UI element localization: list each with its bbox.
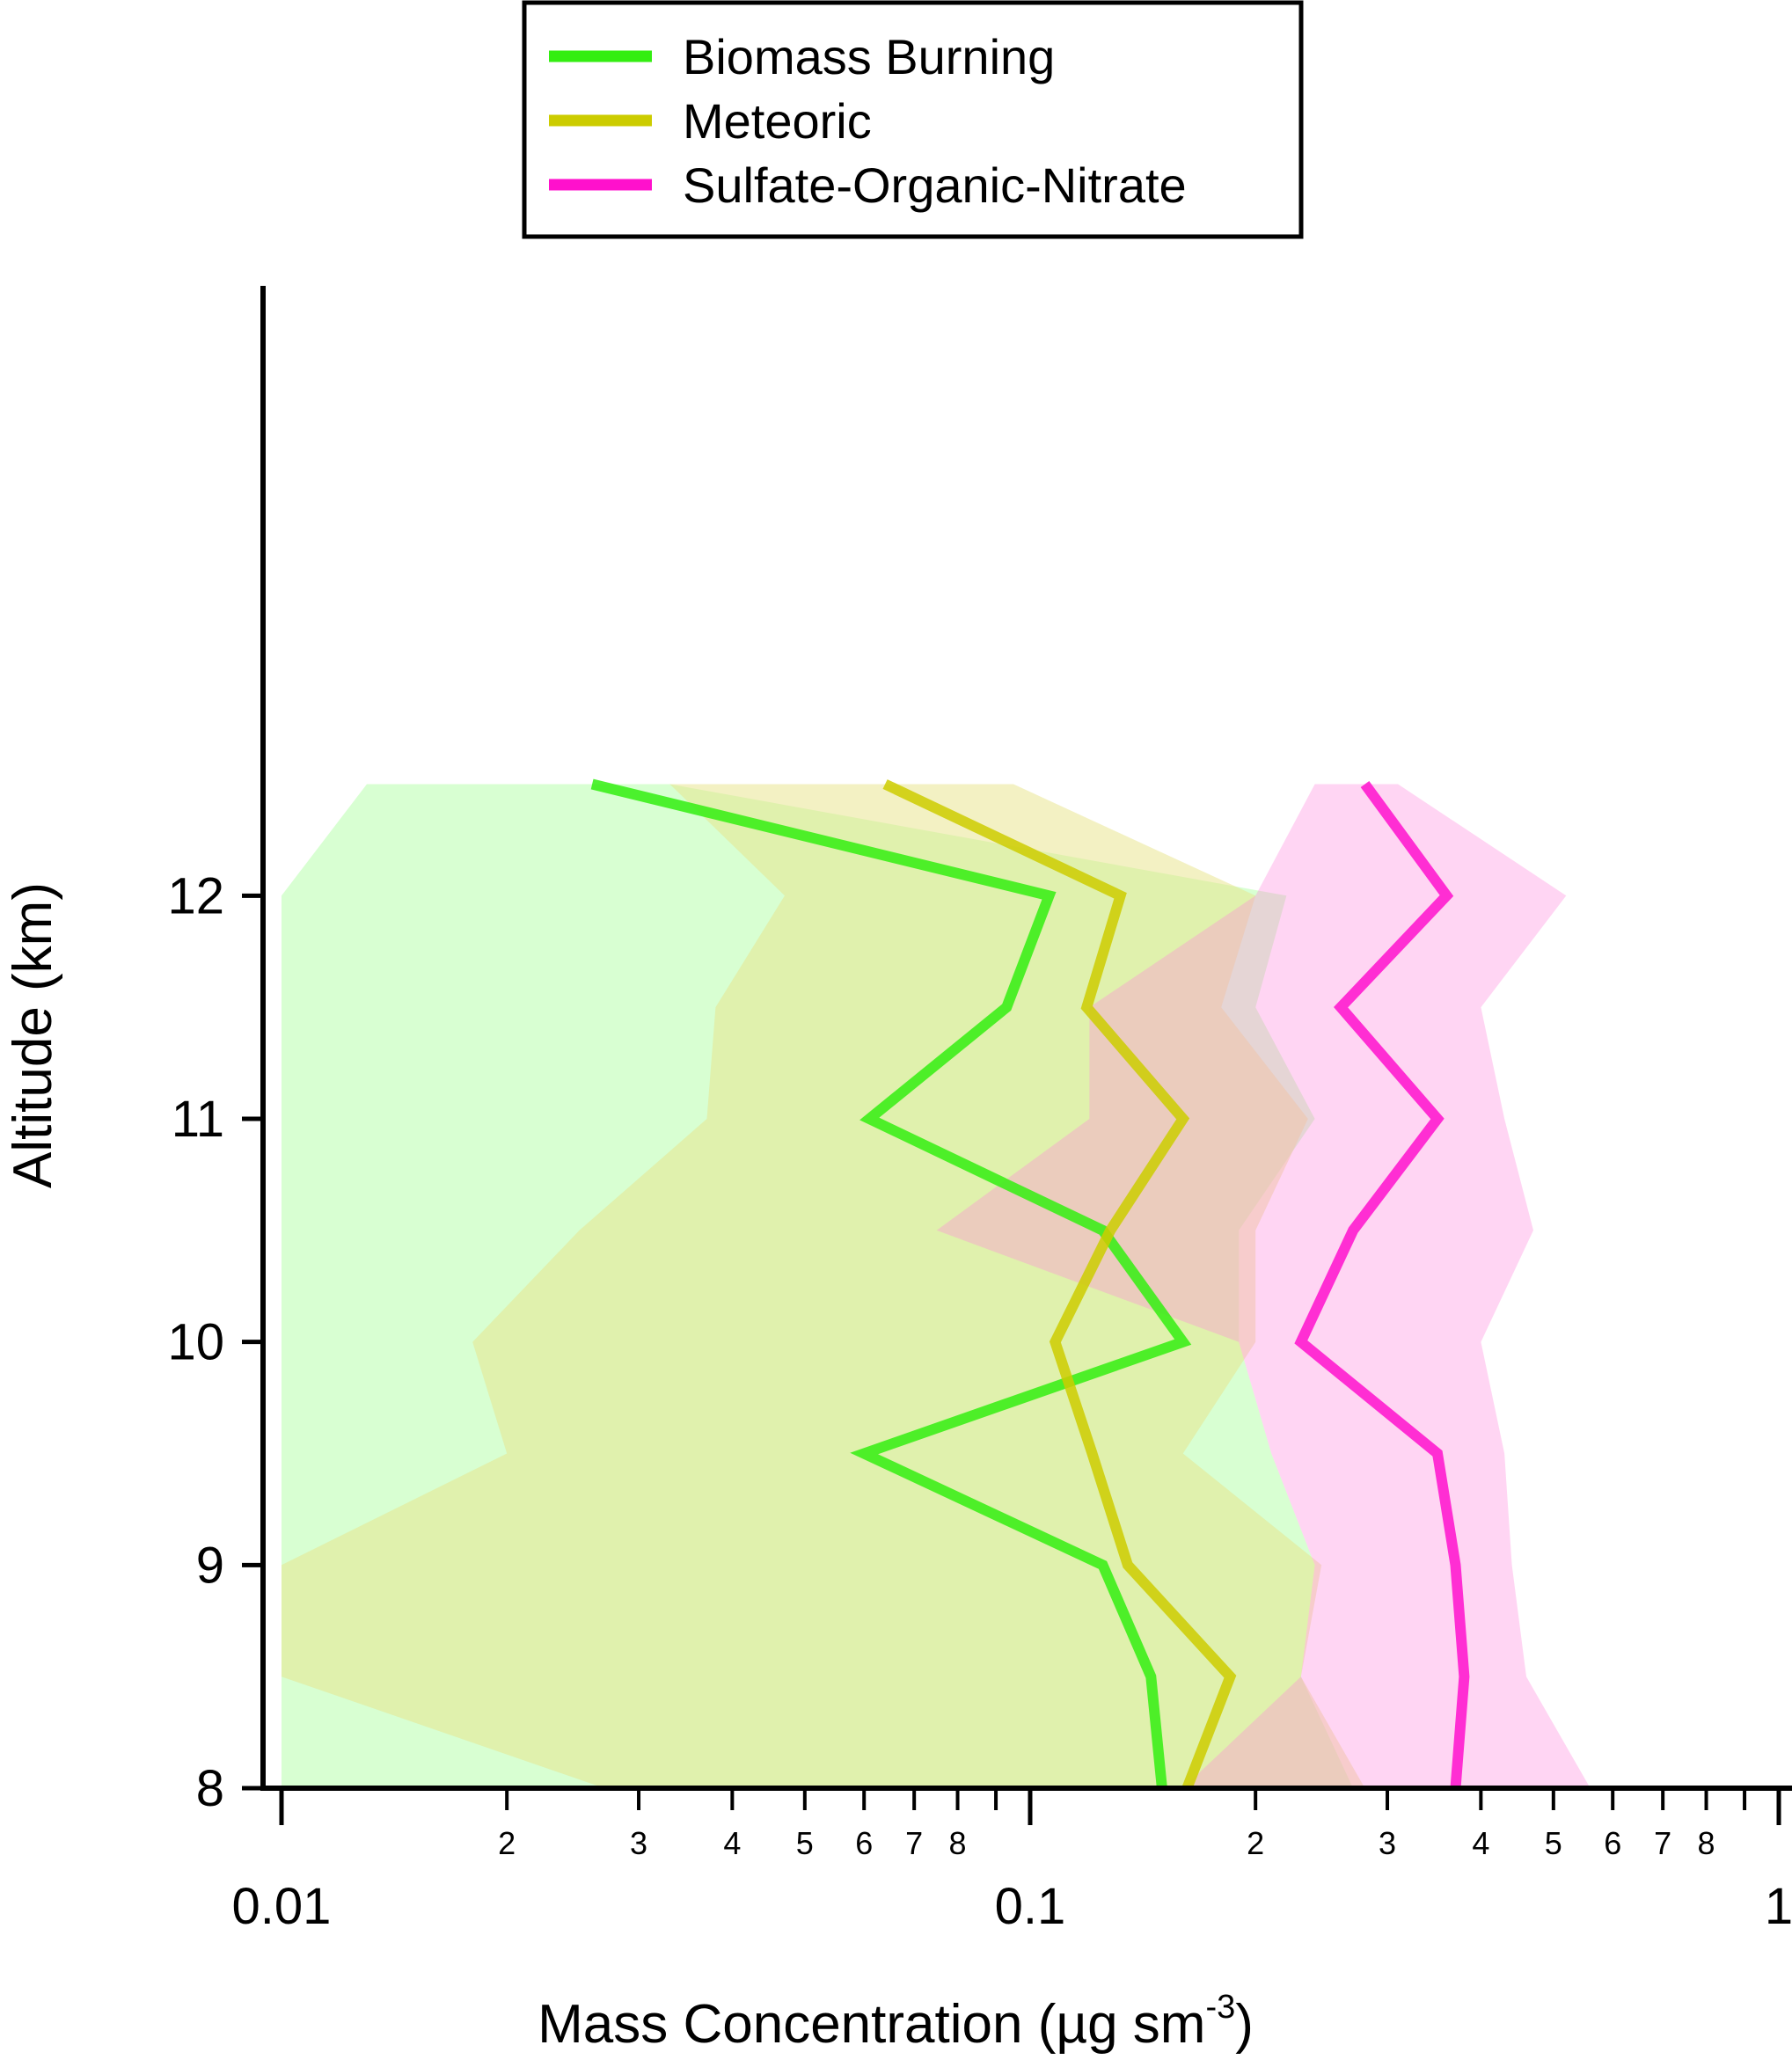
x-axis-ticks: 0.01 0.1 12 3 4 5 6 7 8 2 3 4 5 6 7 8 — [232, 1788, 1792, 1935]
x-minor-tick-label: 7 — [1654, 1825, 1671, 1861]
meteoric-range-band — [282, 784, 1365, 1788]
x-minor-tick-label: 7 — [905, 1825, 923, 1861]
legend-label-meteoric: Meteoric — [683, 93, 872, 149]
x-major-tick-label: 0.1 — [995, 1878, 1066, 1935]
x-minor-tick-label: 3 — [1379, 1825, 1396, 1861]
x-minor-tick-label: 6 — [1604, 1825, 1621, 1861]
x-major-tick-label: 1 — [1765, 1878, 1792, 1935]
x-minor-tick-label: 3 — [630, 1825, 647, 1861]
x-major-tick-label: 0.01 — [232, 1878, 332, 1935]
x-minor-tick-label: 4 — [1472, 1825, 1489, 1861]
y-tick-label: 8 — [196, 1760, 224, 1817]
legend-box — [522, 0, 1304, 239]
x-minor-tick-label: 8 — [949, 1825, 967, 1861]
sulfate-organic-nitrate-range-band — [936, 784, 1591, 1788]
x-minor-tick-label: 6 — [855, 1825, 873, 1861]
biomass-burning-line — [590, 778, 1192, 1789]
x-minor-tick-label: 4 — [723, 1825, 741, 1861]
y-tick-label: 10 — [167, 1314, 224, 1371]
x-minor-tick-label: 5 — [1545, 1825, 1562, 1861]
series-lines — [590, 778, 1470, 1791]
y-tick-label: 11 — [172, 1091, 224, 1148]
legend-label-biomass-burning: Biomass Burning — [683, 29, 1055, 84]
legend: Biomass Burning Meteoric Sulfate-Organic-N… — [522, 0, 1304, 239]
x-minor-tick-label: 5 — [796, 1825, 814, 1861]
meteoric-line — [882, 779, 1237, 1791]
x-minor-tick-label: 2 — [498, 1825, 516, 1861]
legend-label-sulfate-organic-nitrate: Sulfate-Organic-Nitrate — [683, 157, 1187, 213]
x-minor-tick-label: 2 — [1247, 1825, 1264, 1861]
x-axis-label: Mass Concentration (µg sm-3) — [538, 1989, 1254, 2055]
y-tick-label: 12 — [167, 867, 224, 924]
y-axis-ticks: 8 9 10 11 12 — [167, 867, 263, 1817]
sulfate-organic-nitrate-line — [1294, 780, 1470, 1789]
y-tick-label: 9 — [196, 1537, 224, 1594]
uncertainty-bands — [282, 784, 1591, 1788]
y-axis-label: Altitude (km) — [3, 882, 63, 1188]
x-minor-tick-label: 8 — [1698, 1825, 1715, 1861]
